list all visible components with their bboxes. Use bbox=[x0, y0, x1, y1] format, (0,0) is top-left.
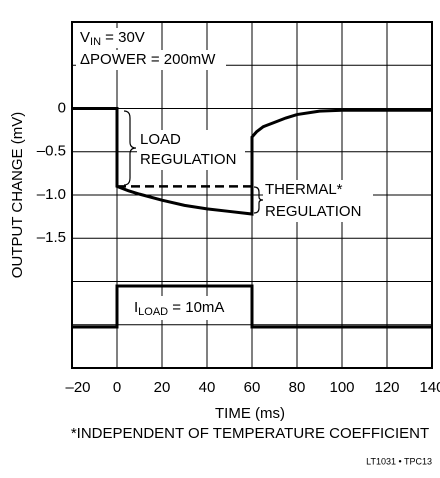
x-tick-label: 60 bbox=[244, 379, 261, 396]
y-tick-label: 0 bbox=[58, 99, 66, 116]
label-bg bbox=[130, 296, 230, 320]
x-tick-label: 100 bbox=[329, 379, 354, 396]
x-tick-label: 80 bbox=[289, 379, 306, 396]
bracket bbox=[253, 186, 264, 214]
footnote: *INDEPENDENT OF TEMPERATURE COEFFICIENT bbox=[71, 425, 429, 442]
x-tick-label: 0 bbox=[113, 379, 121, 396]
label-bg bbox=[137, 130, 245, 170]
output-line bbox=[72, 107, 432, 216]
x-tick-label: 120 bbox=[374, 379, 399, 396]
power-label: ΔPOWER = 200mW bbox=[80, 51, 216, 68]
code: LT1031 • TPC13 bbox=[366, 456, 432, 466]
thermal-label: THERMAL* bbox=[265, 181, 343, 198]
y-tick-label: –1.5 bbox=[37, 229, 66, 246]
plot-frame bbox=[71, 21, 433, 369]
load-reg-label: LOAD bbox=[140, 131, 181, 148]
x-tick-label: 140 bbox=[419, 379, 440, 396]
x-axis-label: TIME (ms) bbox=[215, 405, 285, 422]
marks bbox=[71, 21, 433, 369]
y-axis-label: OUTPUT CHANGE (mV) bbox=[9, 112, 26, 278]
x-tick-label: –20 bbox=[65, 379, 90, 396]
vin-label: VIN = 30V bbox=[80, 29, 145, 48]
y-tick-label: –0.5 bbox=[37, 143, 66, 160]
load-reg-label: REGULATION bbox=[140, 151, 236, 168]
label-bg bbox=[263, 180, 373, 222]
annotations: VIN = 30V ΔPOWER = 200mW LOAD REGULATION… bbox=[9, 28, 432, 466]
label-bg bbox=[76, 50, 226, 70]
bracket bbox=[123, 110, 137, 186]
x-tick-label: 40 bbox=[199, 379, 216, 396]
thermal-label: REGULATION bbox=[265, 203, 361, 220]
x-tick-label: 20 bbox=[154, 379, 171, 396]
load-line bbox=[72, 284, 432, 329]
y-tick-label: –1.0 bbox=[37, 186, 66, 203]
grid: –20 0 20 40 60 80 100 120 140 0 –0.5 –1.0 –1.5 bbox=[37, 21, 440, 396]
label-bg bbox=[76, 28, 152, 48]
iload-label: ILOAD = 10mA bbox=[134, 299, 224, 318]
